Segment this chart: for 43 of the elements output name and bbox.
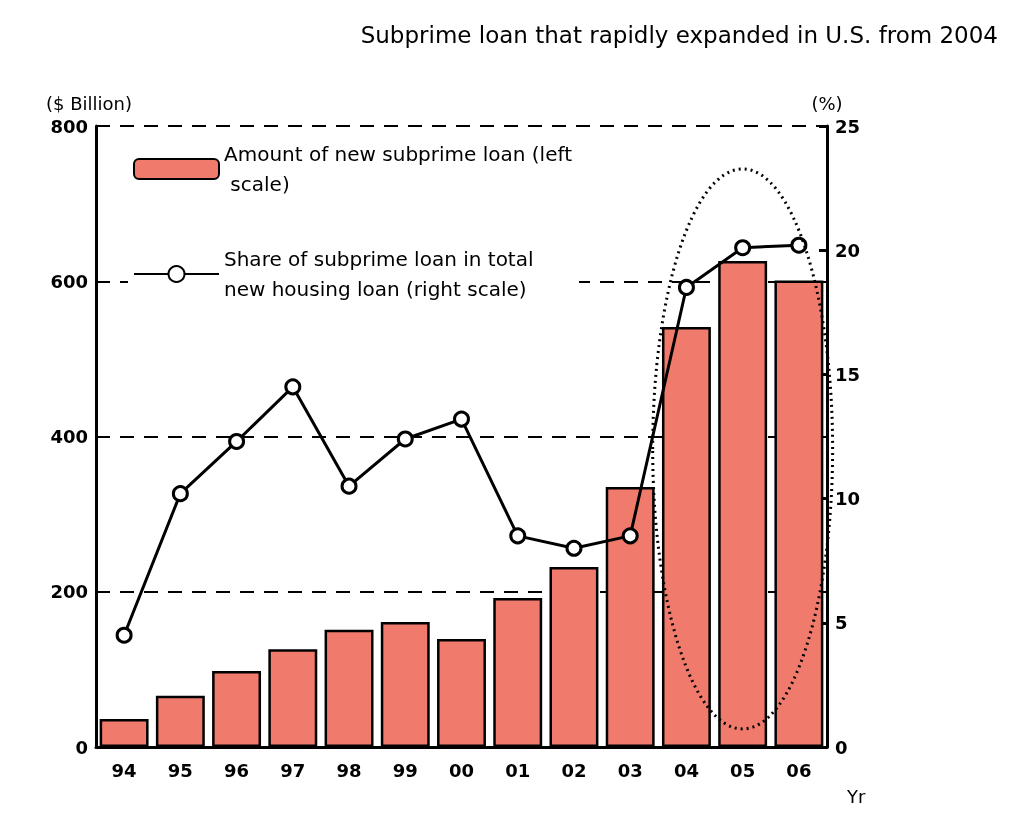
x-tick-label: 00: [448, 759, 475, 781]
chart-title: Subprime loan that rapidly expanded in U.S. from 2004: [360, 21, 999, 48]
x-tick-label: 02: [561, 759, 587, 781]
x-tick-label: 97: [280, 759, 306, 781]
point: [453, 410, 470, 428]
x-tick-label: 98: [336, 759, 362, 781]
y-tick-label: 0: [75, 736, 88, 758]
y-axis-title: ($ Billion): [46, 92, 132, 114]
y-tick-label: 200: [50, 581, 88, 603]
y2-tick-label: 0: [835, 736, 848, 758]
point: [621, 527, 639, 545]
y2-tick-label: 20: [835, 239, 861, 261]
x-tick-label: 94: [111, 759, 137, 781]
x-tick-label: 03: [617, 759, 643, 781]
point: [734, 239, 752, 257]
point: [565, 539, 583, 557]
point: [790, 236, 808, 254]
x-tick-label: 95: [167, 759, 193, 781]
point: [396, 430, 414, 448]
point: [228, 432, 246, 450]
x-tick-label: 04: [673, 759, 699, 781]
y-tick-label: 800: [50, 115, 88, 137]
point: [171, 485, 189, 503]
y-tick-label: 400: [50, 426, 88, 447]
point: [115, 626, 133, 644]
x-tick-label: 96: [224, 759, 250, 781]
point: [509, 527, 527, 545]
y2-tick-label: 15: [835, 363, 861, 385]
legend-label: Share of subprime loan in total new housing loan (right scale): [224, 247, 540, 301]
x-tick-label: 99: [392, 759, 418, 781]
x-tick-label: 05: [730, 759, 756, 781]
x-axis-title: Yr: [846, 785, 866, 807]
point: [340, 477, 358, 495]
y2-tick-label: 25: [835, 115, 861, 137]
y2-tick-label: 5: [835, 612, 848, 634]
y2-axis-title: (%): [811, 92, 843, 114]
x-tick-label: 06: [786, 759, 812, 781]
y2-tick-label: 10: [835, 488, 861, 510]
point: [284, 378, 302, 396]
point: [677, 278, 695, 296]
y-tick-label: 600: [50, 270, 88, 292]
legend-label: Amount of new subprime loan (left scale): [224, 142, 573, 196]
x-tick-label: 01: [505, 759, 531, 781]
